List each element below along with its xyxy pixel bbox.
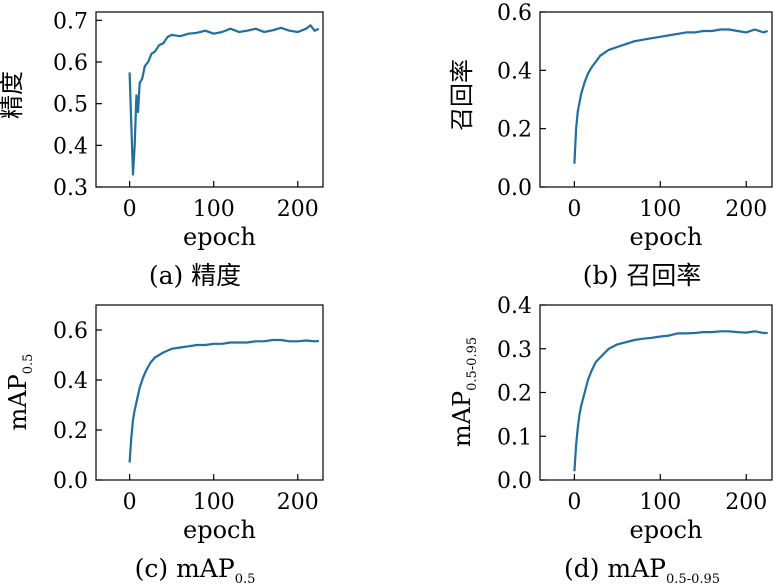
x-tick-label: 100	[193, 490, 235, 515]
x-tick-label: 200	[277, 197, 319, 222]
y-tick-label: 0.5	[53, 93, 88, 118]
y-axis-label: mAP0.5	[4, 354, 36, 431]
x-tick-label: 0	[567, 197, 581, 222]
y-tick-label: 0.2	[53, 419, 88, 444]
x-tick-label: 100	[639, 490, 681, 515]
panel-caption: (a) 精度	[149, 261, 241, 290]
y-tick-label: 0.6	[53, 319, 88, 344]
y-tick-label: 0.2	[497, 382, 532, 407]
y-axis-label: 精度	[0, 71, 26, 119]
y-tick-label: 0.0	[497, 176, 532, 201]
x-axis-label: epoch	[183, 223, 256, 251]
y-axis-label-main: 召回率	[448, 59, 476, 131]
y-tick-label: 0.4	[497, 294, 532, 319]
caption-sub: 0.5-0.95	[666, 572, 720, 584]
series-line	[128, 338, 319, 463]
y-axis-label-main: mAP	[448, 391, 476, 447]
y-axis-label: mAP0.5-0.95	[448, 337, 480, 447]
y-axis-label-main: 精度	[0, 71, 26, 119]
chart-panel-d: 0.00.10.20.30.40 100 200epochmAP0.5-0.95(d…	[448, 294, 773, 584]
x-tick-label: 0	[123, 197, 137, 222]
x-tick-label: 200	[725, 197, 767, 222]
x-axis-label: epoch	[630, 516, 703, 544]
y-tick-label: 0.0	[497, 469, 532, 494]
x-tick-label: 100	[193, 197, 235, 222]
panel-caption: (d) mAP0.5-0.95	[564, 554, 720, 584]
caption-text: mAP	[176, 554, 235, 583]
series-line	[128, 24, 320, 176]
panel-caption: (c) mAP0.5	[135, 554, 256, 584]
x-tick-label: 200	[277, 490, 319, 515]
x-tick-label: 100	[639, 197, 681, 222]
y-tick-label: 0.0	[53, 469, 88, 494]
y-axis-label-sub: 0.5-0.95	[465, 337, 480, 391]
y-tick-label: 0.4	[497, 59, 532, 84]
y-axis-label-sub: 0.5	[21, 354, 36, 375]
caption-text: 召回率	[626, 261, 701, 290]
caption-prefix: (d)	[564, 554, 607, 583]
y-tick-label: 0.4	[53, 134, 88, 159]
y-tick-label: 0.3	[497, 338, 532, 363]
plot-frame	[95, 304, 324, 481]
x-axis-label: epoch	[183, 516, 256, 544]
x-tick-label: 200	[725, 490, 767, 515]
y-tick-label: 0.6	[53, 51, 88, 76]
plot-frame	[539, 11, 773, 188]
caption-text: 精度	[191, 261, 241, 290]
series-line	[573, 28, 769, 164]
plot-frame	[95, 11, 324, 188]
y-tick-label: 0.4	[53, 369, 88, 394]
y-tick-label: 0.6	[497, 1, 532, 26]
y-tick-label: 0.2	[497, 118, 532, 143]
x-tick-label: 0	[123, 490, 137, 515]
y-tick-label: 0.1	[497, 425, 532, 450]
y-tick-label: 0.7	[53, 9, 88, 34]
caption-text: mAP	[607, 554, 666, 583]
x-axis-label: epoch	[630, 223, 703, 251]
caption-prefix: (c)	[135, 554, 176, 583]
x-tick-label: 0	[567, 490, 581, 515]
panel-caption: (b) 召回率	[583, 261, 701, 290]
caption-prefix: (b)	[583, 261, 626, 290]
y-axis-label-main: mAP	[4, 374, 32, 430]
caption-sub: 0.5	[235, 572, 256, 584]
caption-prefix: (a)	[149, 261, 191, 290]
y-axis-label: 召回率	[448, 59, 476, 131]
y-tick-label: 0.3	[53, 176, 88, 201]
series-line	[573, 330, 768, 472]
